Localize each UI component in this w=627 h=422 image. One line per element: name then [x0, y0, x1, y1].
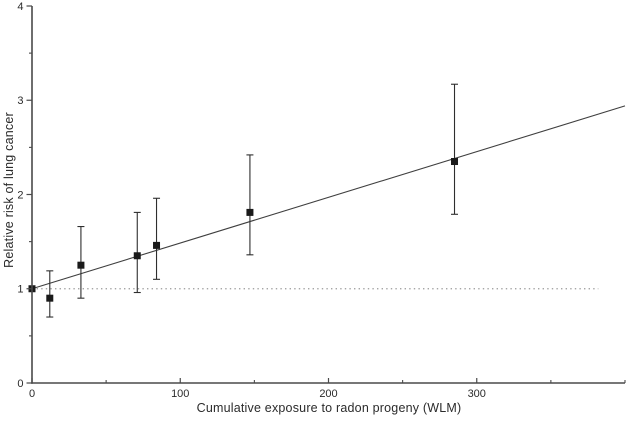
x-tick-label: 0: [29, 388, 35, 400]
data-point-marker: [133, 252, 141, 260]
x-tick-label: 300: [468, 388, 486, 400]
fit-line: [31, 105, 626, 290]
data-point-marker: [77, 261, 85, 269]
y-axis-title: Relative risk of lung cancer: [2, 112, 16, 268]
y-tick-label: 1: [17, 284, 23, 296]
y-tick-label: 0: [17, 378, 23, 390]
x-tick-label: 200: [319, 388, 337, 400]
data-point-marker: [46, 294, 54, 302]
y-tick-label: 3: [17, 95, 23, 107]
x-axis-title: Cumulative exposure to radon progeny (WL…: [196, 401, 462, 415]
y-tick-label: 2: [17, 189, 23, 201]
x-tick-label: 100: [171, 388, 189, 400]
data-point-marker: [246, 208, 254, 216]
data-point-marker: [153, 241, 161, 249]
data-point-marker: [451, 158, 459, 166]
y-tick-label: 4: [17, 1, 23, 13]
